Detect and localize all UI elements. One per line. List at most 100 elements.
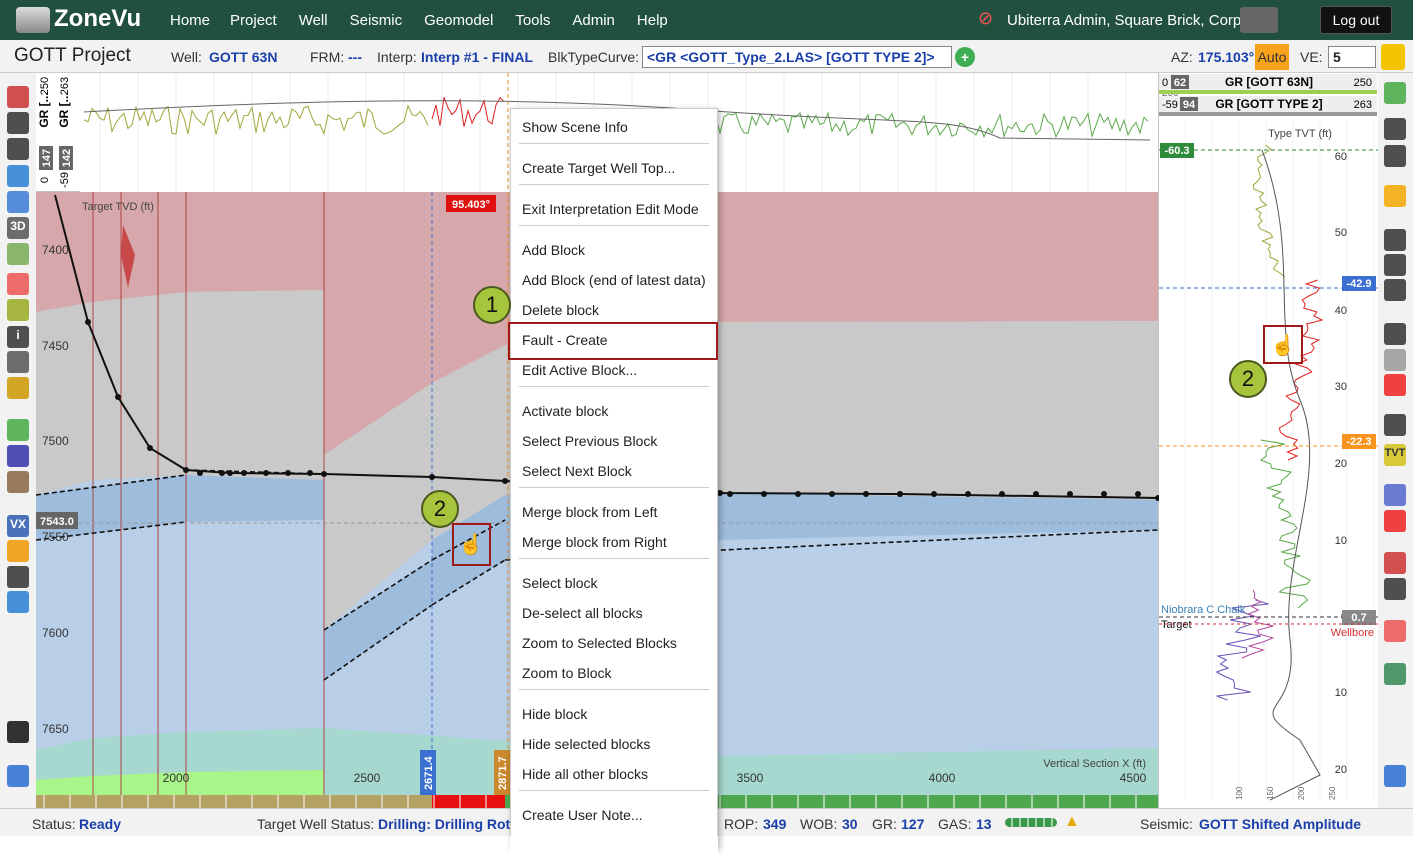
- survey-point: [227, 470, 233, 476]
- nav-item[interactable]: Project: [230, 12, 277, 29]
- menu-item[interactable]: Exit Interpretation Edit Mode: [522, 201, 699, 217]
- dip-label: 95.403°: [452, 199, 490, 211]
- tool-icon[interactable]: [1384, 82, 1406, 104]
- menu-item[interactable]: Merge block from Right: [522, 534, 667, 550]
- tool-icon[interactable]: [7, 217, 29, 239]
- menu-item[interactable]: Hide selected blocks: [522, 736, 651, 752]
- tool-icon[interactable]: [1384, 578, 1406, 600]
- tool-icon[interactable]: [7, 351, 29, 373]
- tool-icon[interactable]: [7, 112, 29, 134]
- track-name: GR [...: [37, 92, 51, 127]
- type-tick: 30: [1335, 381, 1347, 393]
- nav-item[interactable]: Well: [298, 12, 328, 29]
- tool-icon[interactable]: [1384, 484, 1406, 506]
- tool-icon[interactable]: [7, 445, 29, 467]
- tool-icon-label: 3D: [10, 219, 26, 233]
- nav-item[interactable]: Tools: [515, 12, 551, 29]
- tool-icon[interactable]: [1384, 765, 1406, 787]
- tool-icon[interactable]: [7, 191, 29, 213]
- menu-item[interactable]: Add Block: [522, 242, 586, 258]
- tool-icon[interactable]: [7, 540, 29, 562]
- formation-top: Target: [1161, 619, 1192, 631]
- tool-icon[interactable]: [1384, 229, 1406, 251]
- menu-item[interactable]: Create Target Well Top...: [522, 160, 676, 176]
- menu-item[interactable]: Edit Active Block...: [522, 362, 638, 378]
- nav-item[interactable]: Geomodel: [424, 12, 494, 29]
- interp[interactable]: Interp #1 - FINAL: [421, 49, 534, 65]
- hand-box: [1263, 325, 1303, 364]
- tool-icon[interactable]: [1384, 118, 1406, 140]
- logo: [16, 7, 50, 33]
- callout: 2: [421, 490, 459, 528]
- add-button[interactable]: +: [955, 47, 975, 67]
- tool-icon[interactable]: [7, 86, 29, 108]
- tool-icon[interactable]: [7, 165, 29, 187]
- avatar[interactable]: [1240, 7, 1278, 33]
- lock-button[interactable]: [1381, 44, 1405, 70]
- tool-icon[interactable]: [7, 566, 29, 588]
- tool-icon[interactable]: [7, 471, 29, 493]
- tool-icon[interactable]: [1384, 254, 1406, 276]
- tool-icon[interactable]: [1384, 510, 1406, 532]
- menu-item[interactable]: Activate block: [522, 403, 609, 419]
- status-seismic[interactable]: GOTT Shifted Amplitude: [1199, 816, 1362, 832]
- tool-icon[interactable]: [1384, 185, 1406, 207]
- tool-icon[interactable]: [1384, 414, 1406, 436]
- menu-item[interactable]: Select block: [522, 575, 598, 591]
- tool-icon[interactable]: [7, 591, 29, 613]
- tool-icon[interactable]: [7, 299, 29, 321]
- tool-icon[interactable]: [7, 721, 29, 743]
- tool-icon[interactable]: [7, 765, 29, 787]
- tool-icon[interactable]: [7, 138, 29, 160]
- tool-icon[interactable]: [7, 326, 29, 348]
- nav-item[interactable]: Seismic: [349, 12, 403, 29]
- menu-item[interactable]: Select Next Block: [522, 463, 632, 479]
- tool-icon[interactable]: [1384, 349, 1406, 371]
- menu-item[interactable]: De-select all blocks: [522, 605, 643, 621]
- nav-item[interactable]: Admin: [572, 12, 615, 29]
- menu-item[interactable]: Fault - Create: [522, 332, 608, 348]
- log-curve: [83, 104, 429, 136]
- menu-item[interactable]: Show Scene Info: [522, 119, 628, 135]
- track-min: 0: [39, 177, 51, 183]
- tool-icon[interactable]: [1384, 145, 1406, 167]
- ve-select[interactable]: 5: [1328, 46, 1376, 68]
- auto-button[interactable]: Auto: [1255, 44, 1289, 70]
- nav-item[interactable]: Help: [636, 12, 668, 29]
- tool-icon[interactable]: [1384, 663, 1406, 685]
- menu-item[interactable]: Delete block: [522, 302, 600, 318]
- tool-icon[interactable]: [1384, 374, 1406, 396]
- tool-icon[interactable]: [7, 243, 29, 265]
- tool-icon[interactable]: [7, 419, 29, 441]
- tool-icon[interactable]: [7, 515, 29, 537]
- well-label: Well:: [171, 49, 202, 65]
- highlight-box: [508, 322, 718, 360]
- menu-item[interactable]: Hide block: [522, 706, 588, 722]
- alert-icon[interactable]: ⊘: [978, 8, 994, 28]
- logout[interactable]: Log out: [1320, 6, 1392, 34]
- nav-item[interactable]: Home: [170, 12, 211, 29]
- menu-item[interactable]: Zoom to Selected Blocks: [522, 635, 677, 651]
- status-rop-label: ROP:: [724, 816, 759, 832]
- tool-icon[interactable]: [1384, 552, 1406, 574]
- track-name: GR [...: [57, 92, 71, 127]
- menu-item[interactable]: Add Block (end of latest data): [522, 272, 706, 288]
- menu-item[interactable]: Merge block from Left: [522, 504, 658, 520]
- tool-icon[interactable]: [1384, 323, 1406, 345]
- menu-item[interactable]: Hide all other blocks: [522, 766, 649, 782]
- blk-select[interactable]: <GR <GOTT_Type_2.LAS> [GOTT TYPE 2]>: [642, 46, 952, 68]
- well[interactable]: GOTT 63N: [209, 49, 278, 65]
- menu-item[interactable]: Select Previous Block: [522, 433, 658, 449]
- tool-icon[interactable]: [7, 377, 29, 399]
- tool-icon[interactable]: [1384, 620, 1406, 642]
- tool-icon[interactable]: [7, 273, 29, 295]
- user[interactable]: Ubiterra Admin, Square Brick, Corporate: [1007, 12, 1276, 29]
- tool-icon[interactable]: [1384, 444, 1406, 466]
- legend-max: 263: [1354, 99, 1372, 111]
- warning-icon[interactable]: ▲: [1064, 813, 1080, 830]
- tool-icon[interactable]: [1384, 279, 1406, 301]
- menu-item[interactable]: Zoom to Block: [522, 665, 612, 681]
- block: [36, 475, 324, 540]
- menu-item[interactable]: Create User Note...: [522, 807, 643, 823]
